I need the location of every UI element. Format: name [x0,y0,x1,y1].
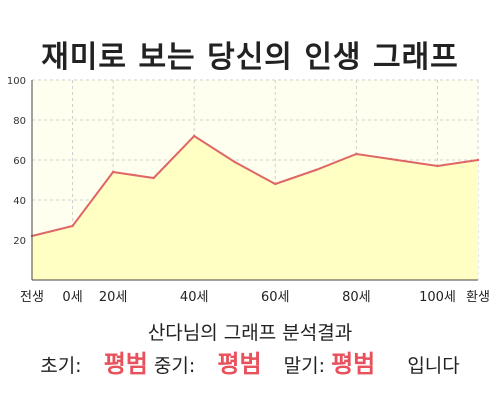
data-point [436,164,439,168]
life-graph-chart: 20 40 60 80 100 전생 0세 20세 40세 60세 80세 100세 환생 [7,76,490,305]
y-tick-label: 60 [13,156,26,167]
mid-value: 평범 [217,350,262,378]
data-point [71,224,74,228]
x-tick-label: 60세 [261,290,290,305]
series-area [32,136,478,280]
late-value: 평범 [331,350,376,378]
late-label: 말기: [283,355,326,377]
x-tick-label: 100세 [419,290,456,305]
x-tick-label: 환생 [466,290,490,305]
x-tick-label: 40세 [180,290,209,305]
mid-label: 중기: [153,355,196,377]
early-value: 평범 [103,350,148,378]
data-point [314,168,318,172]
y-tick-label: 80 [13,116,26,127]
y-tick-label: 20 [13,236,26,247]
chart-title: 재미로 보는 당신의 인생 그래프 [41,40,459,75]
early-label: 초기: [40,355,82,377]
x-tick-label: 20세 [99,290,128,305]
data-point [476,158,480,162]
data-point [111,170,115,174]
data-point [355,152,358,156]
analysis-suffix: 입니다 [407,355,460,377]
x-tick-label: 전생 [20,290,44,305]
y-tick-label: 40 [13,196,26,207]
data-point [152,176,155,180]
analysis-title: 산다님의 그래프 분석결과 [147,322,353,344]
data-point [192,134,196,138]
y-tick-label: 100 [7,76,26,87]
data-point [395,158,399,162]
data-point [233,160,236,164]
analysis-result-line: 초기: 평범 중기: 평범 말기: 평범 입니다 [0,344,500,379]
data-point [274,182,277,186]
x-tick-label: 0세 [62,290,82,305]
series-line [31,134,479,237]
x-tick-label: 80세 [342,290,371,305]
